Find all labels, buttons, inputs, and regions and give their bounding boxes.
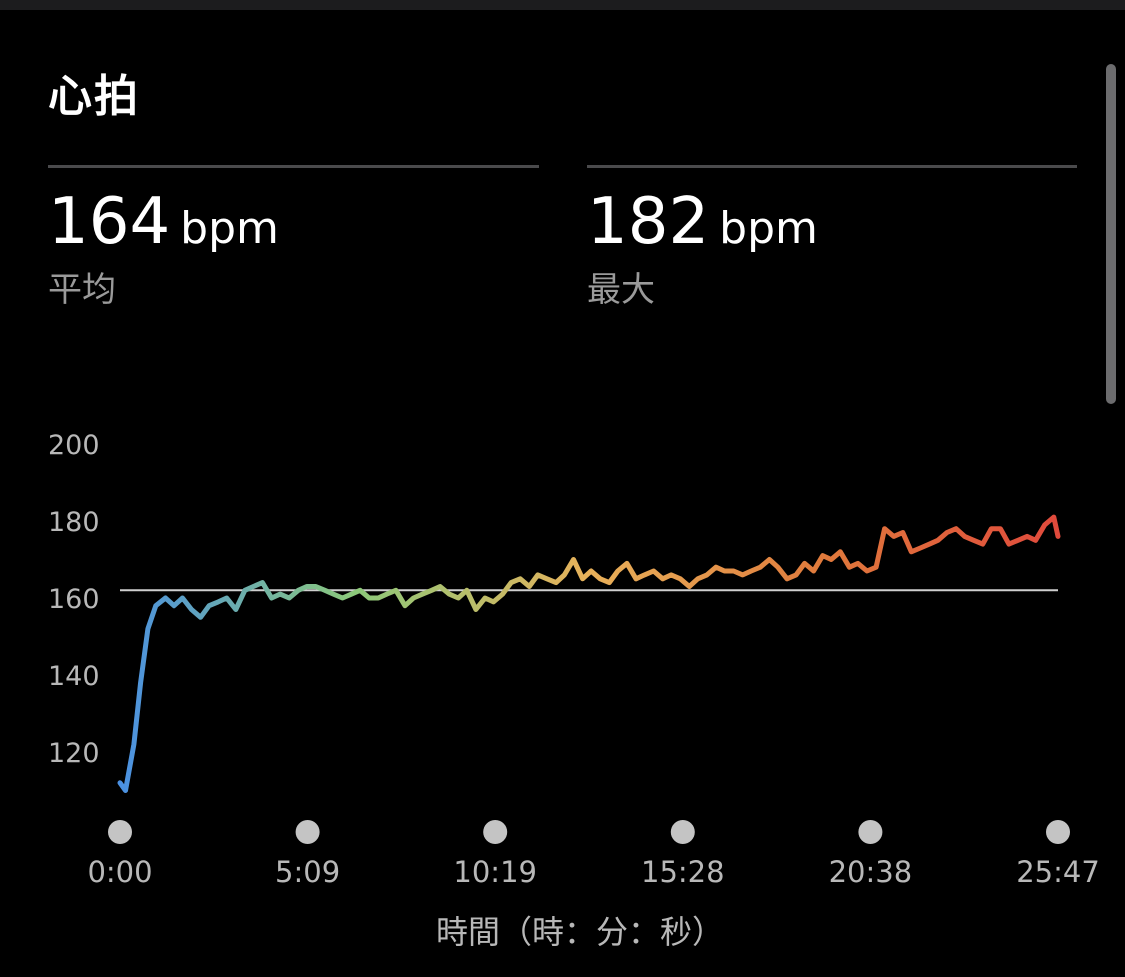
series-group bbox=[117, 514, 1061, 793]
x-tick-dot bbox=[295, 820, 320, 844]
average-divider bbox=[48, 165, 539, 168]
y-tick-label: 160 bbox=[48, 584, 100, 615]
scrollbar[interactable] bbox=[1106, 64, 1116, 404]
y-tick-label: 200 bbox=[48, 430, 100, 461]
y-tick-label: 180 bbox=[48, 507, 100, 538]
x-tick-label: 20:38 bbox=[829, 855, 913, 889]
average-unit: bpm bbox=[180, 203, 279, 254]
x-tick-label: 5:09 bbox=[275, 855, 340, 889]
max-label: 最大 bbox=[587, 270, 655, 310]
y-axis-ticks: 200 180 160 140 120 bbox=[48, 430, 100, 769]
x-tick-dot bbox=[483, 820, 508, 844]
x-tick-label: 25:47 bbox=[1016, 855, 1100, 889]
heart-rate-card bbox=[0, 10, 1125, 977]
max-unit: bpm bbox=[719, 203, 818, 254]
x-tick-dot bbox=[108, 820, 132, 844]
page-title: 心拍 bbox=[48, 71, 140, 122]
average-value: 164 bpm bbox=[48, 185, 279, 259]
y-tick-label: 140 bbox=[48, 661, 100, 692]
max-number: 182 bbox=[587, 185, 710, 259]
x-tick-label: 15:28 bbox=[641, 855, 725, 889]
x-tick-dot bbox=[1046, 820, 1070, 844]
x-tick-label: 10:19 bbox=[453, 855, 537, 889]
x-axis-label: 時間（時：分：秒） bbox=[436, 913, 724, 951]
average-label: 平均 bbox=[48, 270, 116, 310]
max-divider bbox=[587, 165, 1077, 168]
max-value: 182 bpm bbox=[587, 185, 818, 259]
x-tick-dot bbox=[670, 820, 695, 844]
status-strip bbox=[0, 0, 1125, 10]
y-tick-label: 120 bbox=[48, 738, 100, 769]
x-tick-dot bbox=[858, 820, 883, 844]
heart-rate-series-line bbox=[117, 514, 1061, 793]
x-axis-ticks: 0:00 5:09 10:19 15:28 20:38 25:47 bbox=[87, 820, 1100, 889]
average-number: 164 bbox=[48, 185, 171, 259]
x-tick-label: 0:00 bbox=[87, 855, 152, 889]
